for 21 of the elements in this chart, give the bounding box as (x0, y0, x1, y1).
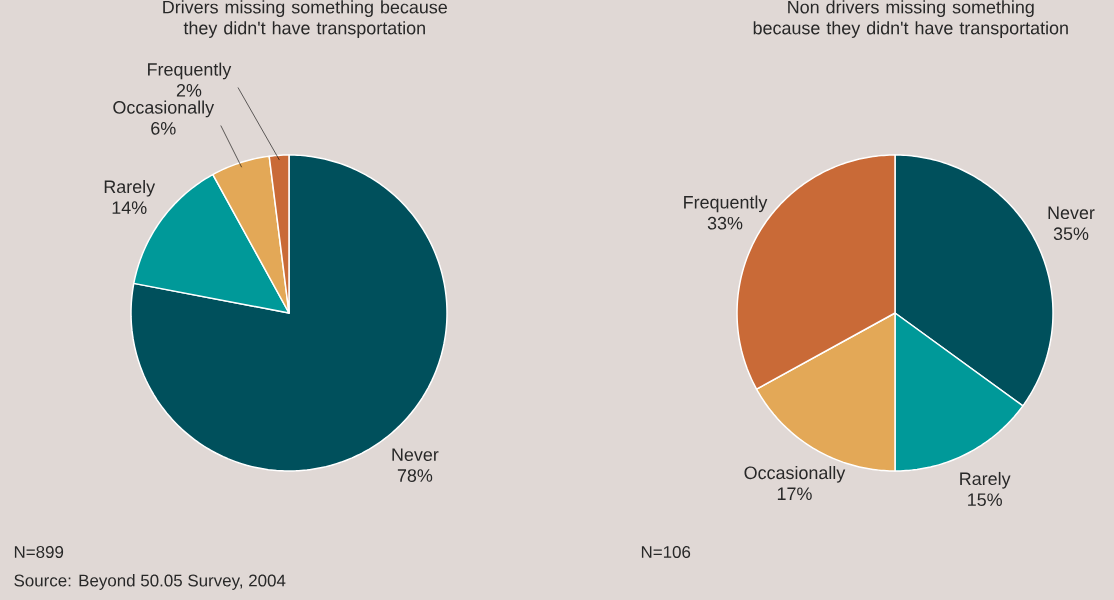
slice-label: Never (1048, 206, 1095, 220)
chart-title: Non drivers missing something because they didn't have transportation (753, 0, 1068, 38)
slice-label: Occasionally (113, 100, 215, 118)
slice-label: Frequently (684, 195, 768, 213)
chart-title: Drivers missing something because they didn't have transportation (163, 0, 447, 38)
data-label: 33% (707, 216, 743, 230)
text: N=899 (14, 546, 64, 559)
slice-label: Rarely (960, 471, 1011, 489)
data-label: 6% (151, 121, 176, 135)
slice-label: Frequently (148, 62, 232, 80)
data-label: 15% (968, 493, 1002, 507)
data-label: 17% (777, 487, 812, 501)
data-label: 14% (112, 201, 147, 214)
slice-label: Never (392, 448, 439, 461)
text: N=106 (641, 546, 691, 559)
slice-label: Occasionally (744, 465, 846, 483)
data-label: 2% (176, 83, 202, 97)
source-note: Source: Beyond 50.05 Survey, 2004 (14, 574, 286, 590)
slice-label: Rarely (104, 179, 156, 197)
data-label: 78% (397, 469, 433, 482)
data-label: 35% (1053, 227, 1089, 241)
